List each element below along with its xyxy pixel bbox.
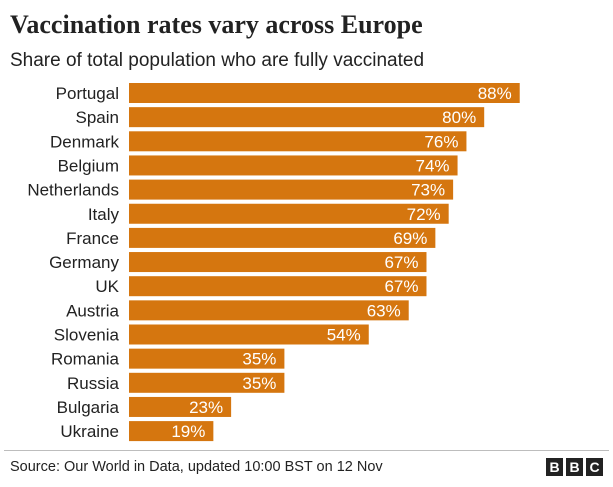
chart-title: Vaccination rates vary across Europe	[10, 10, 423, 39]
value-label-france: 69%	[393, 229, 427, 248]
bar-portugal	[129, 83, 520, 103]
bbc-logo-letter-2: B	[566, 458, 583, 476]
bar-spain	[129, 107, 485, 128]
value-label-bulgaria: 23%	[189, 398, 223, 417]
value-label-netherlands: 73%	[411, 181, 445, 200]
source-note: Source: Our World in Data, updated 10:00…	[10, 459, 383, 475]
value-label-ukraine: 19%	[171, 422, 205, 441]
bar-italy	[129, 203, 449, 224]
bar-france	[129, 227, 436, 248]
bar-denmark	[129, 131, 467, 152]
bar-bulgaria	[129, 396, 232, 417]
value-label-romania: 35%	[242, 350, 276, 369]
value-label-slovenia: 54%	[327, 326, 361, 345]
category-label-ukraine: Ukraine	[60, 422, 119, 441]
category-label-russia: Russia	[67, 374, 120, 393]
value-label-denmark: 76%	[424, 132, 458, 151]
category-label-portugal: Portugal	[56, 84, 119, 103]
value-label-italy: 72%	[407, 205, 441, 224]
category-label-bulgaria: Bulgaria	[57, 398, 120, 417]
value-label-austria: 63%	[367, 301, 401, 320]
value-label-germany: 67%	[384, 253, 418, 272]
category-label-austria: Austria	[66, 301, 119, 320]
bar-romania	[129, 348, 285, 369]
category-label-spain: Spain	[76, 108, 119, 127]
bar-russia	[129, 372, 285, 393]
category-label-denmark: Denmark	[50, 132, 119, 151]
category-label-uk: UK	[95, 277, 119, 296]
bbc-logo-letter-1: B	[546, 458, 563, 476]
category-label-romania: Romania	[51, 350, 120, 369]
bar-austria	[129, 300, 409, 321]
bbc-logo: B B C	[546, 458, 603, 476]
category-label-france: France	[66, 229, 119, 248]
bar-slovenia	[129, 324, 369, 345]
bar-uk	[129, 276, 427, 297]
category-label-netherlands: Netherlands	[27, 181, 119, 200]
bar-belgium	[129, 155, 458, 176]
bar-ukraine	[129, 421, 214, 442]
value-label-belgium: 74%	[416, 156, 450, 175]
value-label-uk: 67%	[384, 277, 418, 296]
category-label-slovenia: Slovenia	[54, 326, 120, 345]
chart-subtitle: Share of total population who are fully …	[10, 50, 425, 71]
value-label-russia: 35%	[242, 374, 276, 393]
value-label-portugal: 88%	[478, 84, 512, 103]
category-label-italy: Italy	[88, 205, 120, 224]
value-label-spain: 80%	[442, 108, 476, 127]
footer-divider	[4, 450, 609, 451]
category-label-belgium: Belgium	[58, 156, 119, 175]
bar-germany	[129, 252, 427, 273]
category-label-germany: Germany	[49, 253, 119, 272]
bbc-logo-letter-3: C	[586, 458, 603, 476]
bar-netherlands	[129, 179, 454, 200]
